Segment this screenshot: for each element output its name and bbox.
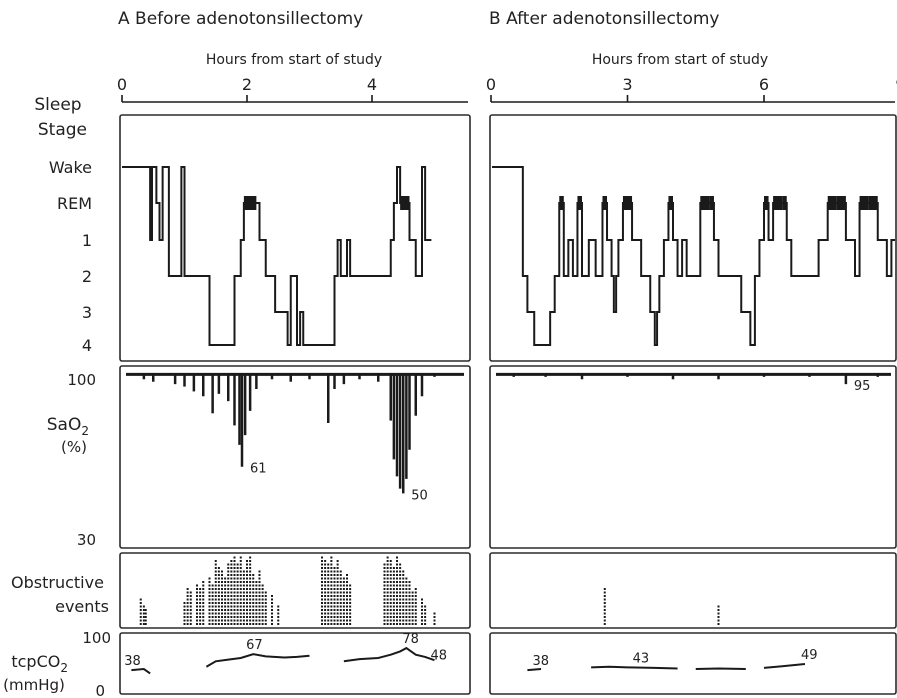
time-axis-tick-label: 6 (759, 75, 769, 94)
tcpco2-segment (591, 665, 678, 670)
stage-label-wake: Wake (49, 158, 92, 177)
rem-block (836, 196, 846, 210)
rem-block (868, 196, 878, 210)
time-axis-tick-label: 3 (622, 75, 632, 94)
sao2-tick-top: 100 (67, 371, 96, 389)
tcpco2-annotation: 48 (431, 649, 448, 664)
tcpco2-annotation: 49 (801, 648, 818, 663)
tcpco2-annotation: 67 (246, 638, 263, 653)
tcp-panel-border (119, 632, 471, 695)
tcpco2-annotation: 38 (533, 654, 550, 669)
evt-panel-border (119, 552, 471, 629)
hypnogram-trace (492, 166, 895, 346)
sao2-annotation: 50 (411, 488, 428, 503)
stage-label-3: 3 (82, 303, 92, 322)
panel-a-title: A Before adenotonsillectomy (118, 9, 363, 29)
rem-block (700, 196, 710, 210)
hypnogram-trace (122, 166, 432, 346)
sao2-label-main: SaO (47, 415, 82, 435)
rem-block (559, 196, 564, 210)
sao2-annotation: 61 (250, 462, 267, 477)
time-axis-tick-label: 9 (895, 75, 897, 94)
panel-b-after: 0 3 6 9 95 38 43 49 (486, 75, 897, 695)
sao2-annotation: 95 (854, 379, 871, 394)
time-axis-tick-label: 4 (367, 75, 377, 94)
hyp-panel-border (489, 114, 897, 362)
time-axis-tick-label: 2 (242, 75, 252, 94)
stage-label-1: 1 (82, 231, 92, 250)
tcp-panel-border (489, 632, 897, 695)
stage-labels: Wake REM 1 2 3 4 (49, 158, 92, 355)
tcpco2-unit: (mmHg) (3, 676, 65, 694)
tcpco2-label-sub: 2 (60, 661, 68, 675)
sleep-stage-label-line1: Sleep (34, 95, 81, 115)
tcpco2-segment (205, 653, 310, 668)
panel-a-before: 0 2 4 61 50 38 67 78 48 (117, 75, 471, 695)
rem-block (764, 196, 769, 210)
tcpco2-segment (763, 663, 806, 669)
sao2-label-sub: 2 (81, 424, 89, 438)
sao-panel-border (489, 365, 897, 549)
panel-a-xlabel: Hours from start of study (206, 52, 382, 68)
rem-block (782, 196, 787, 210)
evt-panel-border (489, 552, 897, 629)
rem-block (668, 196, 673, 210)
tcpco2-segment (131, 667, 151, 675)
tcpco2-label: tcpCO2 (11, 652, 68, 675)
sleep-stage-label: Sleep Stage (34, 95, 87, 140)
rem-block (577, 196, 582, 210)
rem-block (709, 196, 714, 210)
rem-block (400, 196, 410, 210)
tcpco2-label-main: tcpCO (11, 652, 60, 671)
stage-label-4: 4 (82, 336, 92, 355)
rem-block (627, 196, 633, 210)
tcpco2-tick-top: 100 (82, 629, 111, 647)
rem-block (243, 196, 257, 210)
tcpco2-segment (695, 667, 746, 670)
hyp-panel-border (119, 114, 471, 362)
sao2-label: SaO2 (47, 415, 89, 438)
tcpco2-segment (527, 668, 542, 672)
tcpco2-annotation: 78 (402, 632, 419, 647)
tcpco2-segment (343, 646, 435, 663)
rem-block (622, 196, 628, 210)
tcpco2-annotation: 43 (633, 651, 650, 666)
time-axis-tick-label: 0 (117, 75, 127, 94)
stage-label-rem: REM (57, 194, 92, 213)
panel-b-title: B After adenotonsillectomy (489, 9, 720, 29)
obstructive-events-label: Obstructive events (11, 573, 109, 616)
sao-panel-border (119, 365, 471, 549)
rem-block (859, 196, 869, 210)
tcpco2-annotation: 38 (124, 654, 141, 669)
rem-block (773, 196, 783, 210)
obstructive-label-line2: events (55, 597, 109, 616)
tcpco2-tick-bottom: 0 (95, 682, 105, 698)
sao2-unit: (%) (61, 438, 87, 456)
rem-block (602, 196, 608, 210)
rem-block (827, 196, 837, 210)
time-axis-tick-label: 0 (486, 75, 496, 94)
stage-label-2: 2 (82, 267, 92, 286)
sleep-stage-label-line2: Stage (38, 120, 87, 140)
panel-b-xlabel: Hours from start of study (592, 52, 768, 68)
sao2-tick-bottom: 30 (77, 531, 96, 549)
obstructive-label-line1: Obstructive (11, 573, 104, 592)
